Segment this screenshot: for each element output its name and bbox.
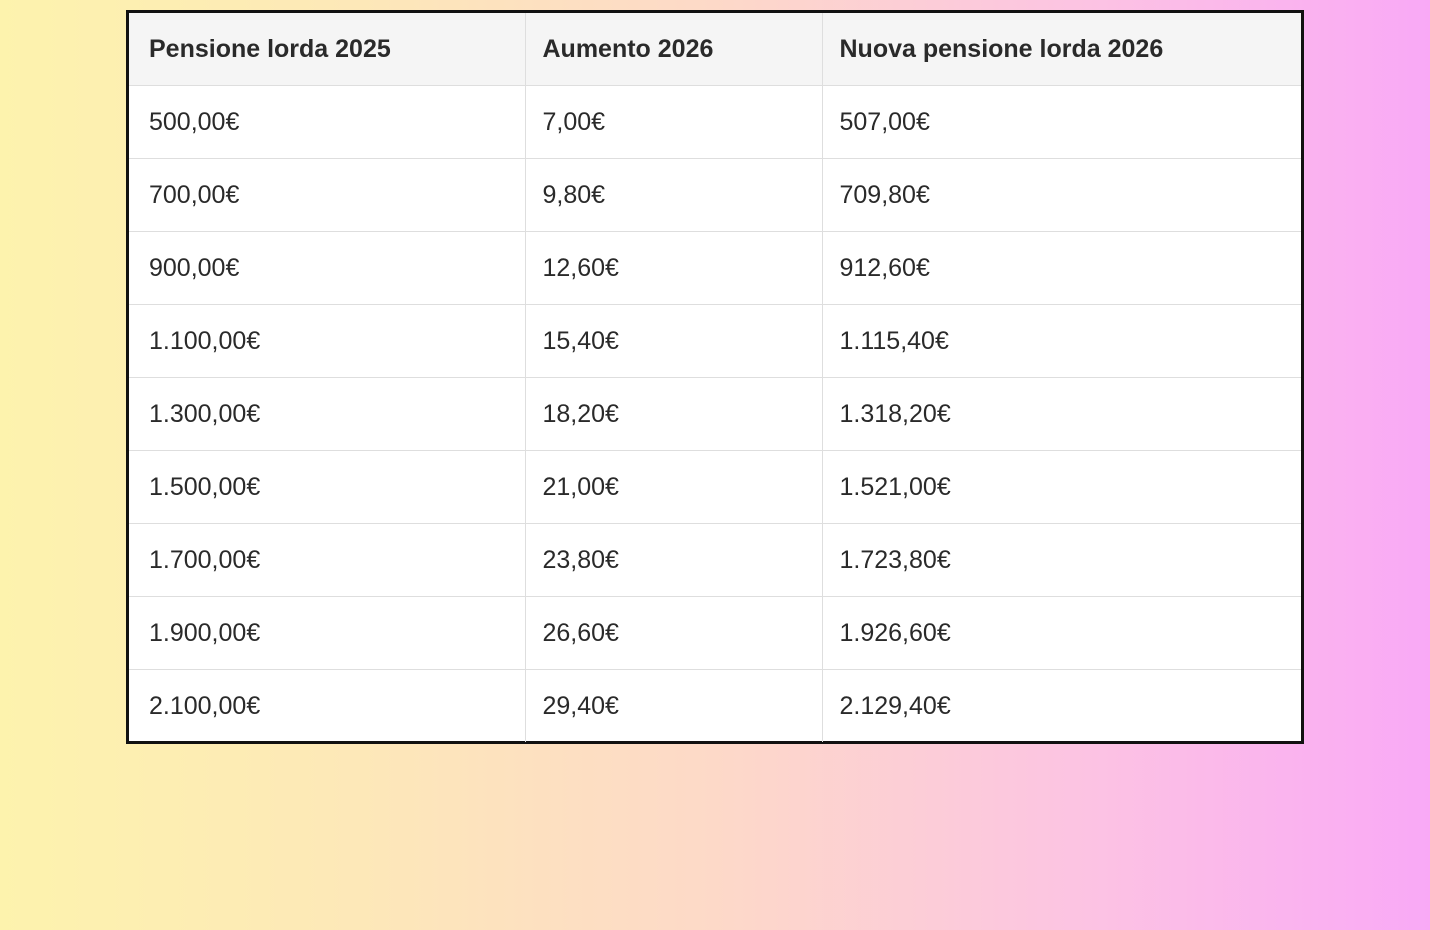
cell-aumento-2026: 15,40€ (524, 304, 823, 378)
cell-nuova-pensione-2026: 1.521,00€ (821, 450, 1301, 524)
cell-nuova-pensione-2026: 1.115,40€ (821, 304, 1301, 378)
cell-aumento-2026: 23,80€ (524, 523, 823, 597)
table-row: 1.300,00€ 18,20€ 1.318,20€ (129, 377, 1301, 451)
cell-aumento-2026: 12,60€ (524, 231, 823, 305)
cell-pensione-2025: 1.100,00€ (129, 304, 526, 378)
cell-pensione-2025: 1.300,00€ (129, 377, 526, 451)
cell-nuova-pensione-2026: 1.318,20€ (821, 377, 1301, 451)
table-row: 700,00€ 9,80€ 709,80€ (129, 158, 1301, 232)
cell-nuova-pensione-2026: 912,60€ (821, 231, 1301, 305)
cell-pensione-2025: 1.700,00€ (129, 523, 526, 597)
header-aumento-2026: Aumento 2026 (524, 13, 823, 86)
cell-aumento-2026: 21,00€ (524, 450, 823, 524)
header-nuova-pensione-2026: Nuova pensione lorda 2026 (821, 13, 1301, 86)
pension-table-frame: Pensione lorda 2025 Aumento 2026 Nuova p… (126, 10, 1304, 744)
table-row: 900,00€ 12,60€ 912,60€ (129, 231, 1301, 305)
cell-aumento-2026: 7,00€ (524, 85, 823, 159)
cell-nuova-pensione-2026: 1.723,80€ (821, 523, 1301, 597)
cell-pensione-2025: 1.900,00€ (129, 596, 526, 670)
table-header-row: Pensione lorda 2025 Aumento 2026 Nuova p… (129, 13, 1301, 86)
cell-pensione-2025: 700,00€ (129, 158, 526, 232)
table-row: 1.900,00€ 26,60€ 1.926,60€ (129, 596, 1301, 670)
cell-pensione-2025: 500,00€ (129, 85, 526, 159)
table-row: 1.100,00€ 15,40€ 1.115,40€ (129, 304, 1301, 378)
cell-aumento-2026: 29,40€ (524, 669, 823, 742)
cell-aumento-2026: 9,80€ (524, 158, 823, 232)
cell-nuova-pensione-2026: 709,80€ (821, 158, 1301, 232)
table-row: 500,00€ 7,00€ 507,00€ (129, 85, 1301, 159)
cell-nuova-pensione-2026: 2.129,40€ (821, 669, 1301, 742)
table-row: 2.100,00€ 29,40€ 2.129,40€ (129, 669, 1301, 742)
pension-table: Pensione lorda 2025 Aumento 2026 Nuova p… (129, 13, 1301, 742)
cell-pensione-2025: 1.500,00€ (129, 450, 526, 524)
cell-pensione-2025: 900,00€ (129, 231, 526, 305)
table-row: 1.700,00€ 23,80€ 1.723,80€ (129, 523, 1301, 597)
cell-pensione-2025: 2.100,00€ (129, 669, 526, 742)
header-pensione-2025: Pensione lorda 2025 (129, 13, 526, 86)
cell-nuova-pensione-2026: 507,00€ (821, 85, 1301, 159)
cell-nuova-pensione-2026: 1.926,60€ (821, 596, 1301, 670)
cell-aumento-2026: 18,20€ (524, 377, 823, 451)
cell-aumento-2026: 26,60€ (524, 596, 823, 670)
table-row: 1.500,00€ 21,00€ 1.521,00€ (129, 450, 1301, 524)
